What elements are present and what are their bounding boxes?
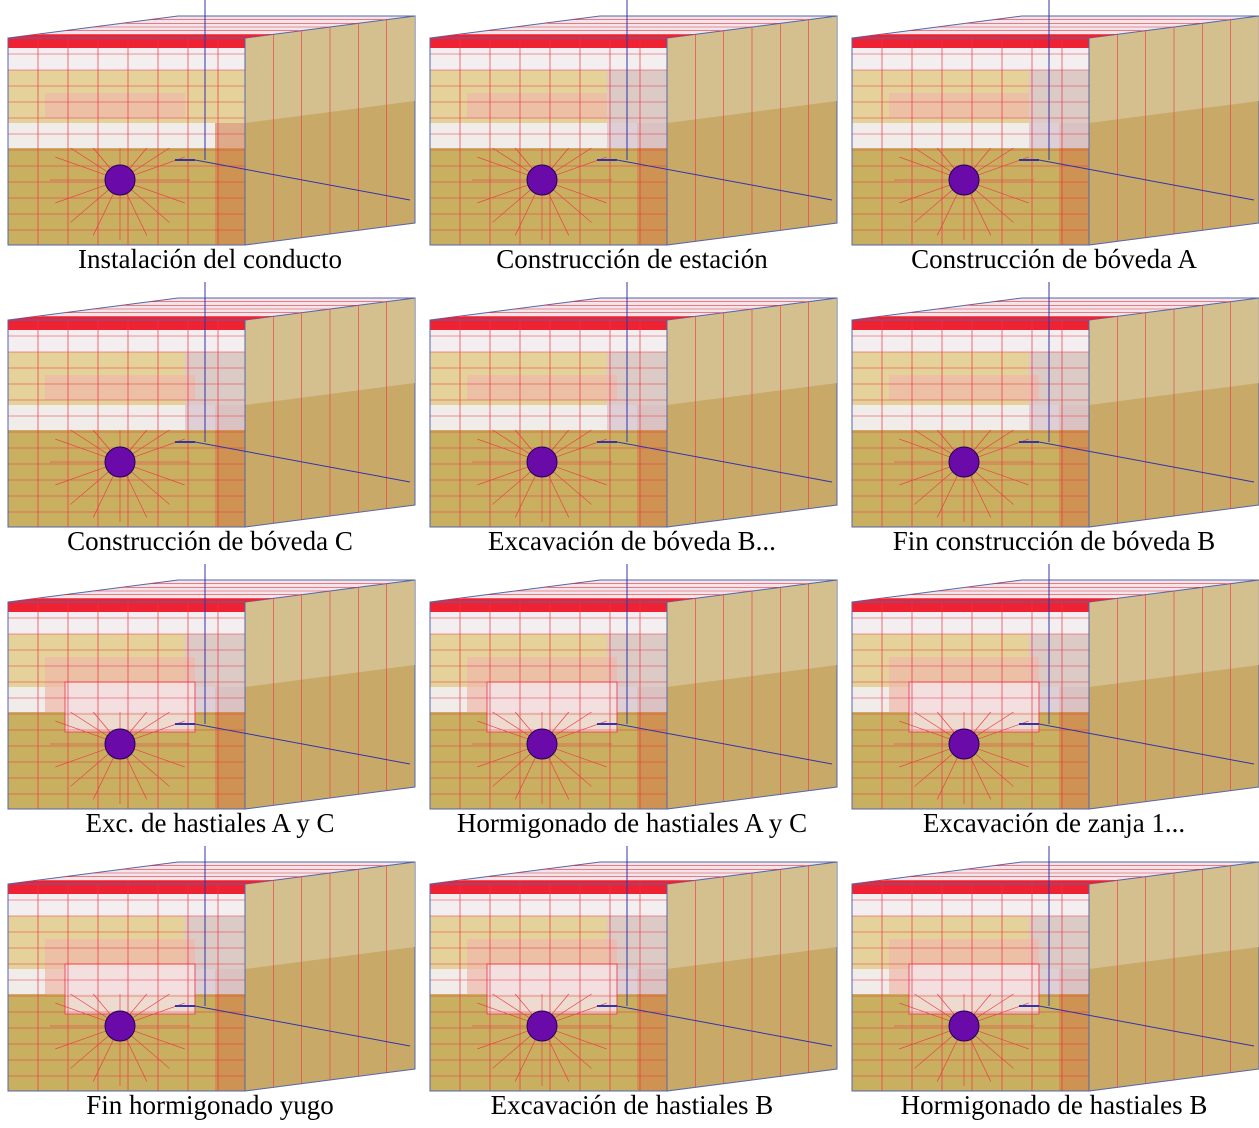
model-render [844, 0, 1259, 248]
vault [467, 375, 617, 400]
mesh-model [852, 0, 1259, 245]
station [607, 70, 667, 148]
pipe [527, 1011, 557, 1041]
mesh-model [430, 564, 837, 809]
pipe [949, 447, 979, 477]
soil-layer [430, 612, 667, 634]
pipe [105, 165, 135, 195]
mesh-model [8, 564, 415, 809]
soil-layer [852, 48, 1089, 70]
model-render [422, 282, 842, 530]
model-render [844, 846, 1259, 1094]
soil-layer [430, 884, 667, 894]
caption: Fin hormigonado yugo [0, 1090, 420, 1121]
stage-panel: Construcción de estación [422, 0, 842, 282]
soil-layer [430, 330, 667, 352]
stage-panel: Construcción de bóveda C [0, 282, 420, 564]
pipe [949, 165, 979, 195]
soil-layer [852, 602, 1089, 612]
caption: Exc. de hastiales A y C [0, 808, 420, 839]
stage-panel: Excavación de zanja 1... [844, 564, 1259, 846]
page: Instalación del conductoConstrucción de … [0, 0, 1259, 1128]
caption: Hormigonado de hastiales B [844, 1090, 1259, 1121]
soil-layer [8, 884, 245, 894]
soil-layer [852, 320, 1089, 330]
soil-layer [8, 48, 245, 70]
model-render [0, 846, 420, 1094]
mesh-model [852, 282, 1259, 527]
soil-layer [430, 602, 667, 612]
pipe [105, 447, 135, 477]
mesh-model [430, 0, 837, 245]
model-render [422, 0, 842, 248]
vault [467, 93, 607, 118]
stage-panel: Construcción de bóveda A [844, 0, 1259, 282]
caption: Construcción de bóveda C [0, 526, 420, 557]
soil-layer [430, 320, 667, 330]
model-render [422, 564, 842, 812]
mesh-model [852, 846, 1259, 1091]
soil-layer [8, 894, 245, 916]
caption: Excavación de zanja 1... [844, 808, 1259, 839]
station [1029, 70, 1089, 148]
soil-layer [8, 330, 245, 352]
pipe [949, 1011, 979, 1041]
mesh-model [8, 0, 415, 245]
model-render [0, 564, 420, 812]
darker-strip [215, 123, 245, 245]
soil-layer [852, 330, 1089, 352]
soil-layer [8, 123, 245, 148]
mesh-model [8, 846, 415, 1091]
soil-layer [8, 320, 245, 330]
caption: Excavación de hastiales B [422, 1090, 842, 1121]
stage-panel: Fin hormigonado yugo [0, 846, 420, 1128]
soil-layer [430, 48, 667, 70]
mesh-model [8, 282, 415, 527]
stage-panel: Exc. de hastiales A y C [0, 564, 420, 846]
soil-layer [852, 894, 1089, 916]
caption: Fin construcción de bóveda B [844, 526, 1259, 557]
caption: Construcción de bóveda A [844, 244, 1259, 275]
model-render [422, 846, 842, 1094]
pipe [527, 729, 557, 759]
caption: Construcción de estación [422, 244, 842, 275]
pipe [527, 165, 557, 195]
soil-layer [8, 38, 245, 48]
stage-panel: Fin construcción de bóveda B [844, 282, 1259, 564]
soil-layer [852, 884, 1089, 894]
stage-panel: Hormigonado de hastiales A y C [422, 564, 842, 846]
caption: Excavación de bóveda B... [422, 526, 842, 557]
mesh-model [430, 282, 837, 527]
soil-layer [852, 612, 1089, 634]
model-render [844, 564, 1259, 812]
stage-panel: Instalación del conducto [0, 0, 420, 282]
vault [889, 93, 1029, 118]
stage-panel: Excavación de bóveda B... [422, 282, 842, 564]
caption: Hormigonado de hastiales A y C [422, 808, 842, 839]
caption: Instalación del conducto [0, 244, 420, 275]
stage-panel: Excavación de hastiales B [422, 846, 842, 1128]
pipe [105, 729, 135, 759]
soil-layer [430, 894, 667, 916]
mesh-model [852, 564, 1259, 809]
model-render [844, 282, 1259, 530]
soil-layer [8, 602, 245, 612]
vault [45, 93, 185, 118]
model-render [0, 0, 420, 248]
soil-layer [430, 38, 667, 48]
pipe [949, 729, 979, 759]
vault [45, 375, 195, 400]
soil-layer [8, 612, 245, 634]
model-render [0, 282, 420, 530]
pipe [527, 447, 557, 477]
pipe [105, 1011, 135, 1041]
stage-panel: Hormigonado de hastiales B [844, 846, 1259, 1128]
vault [889, 375, 1039, 400]
soil-layer [852, 38, 1089, 48]
mesh-model [430, 846, 837, 1091]
